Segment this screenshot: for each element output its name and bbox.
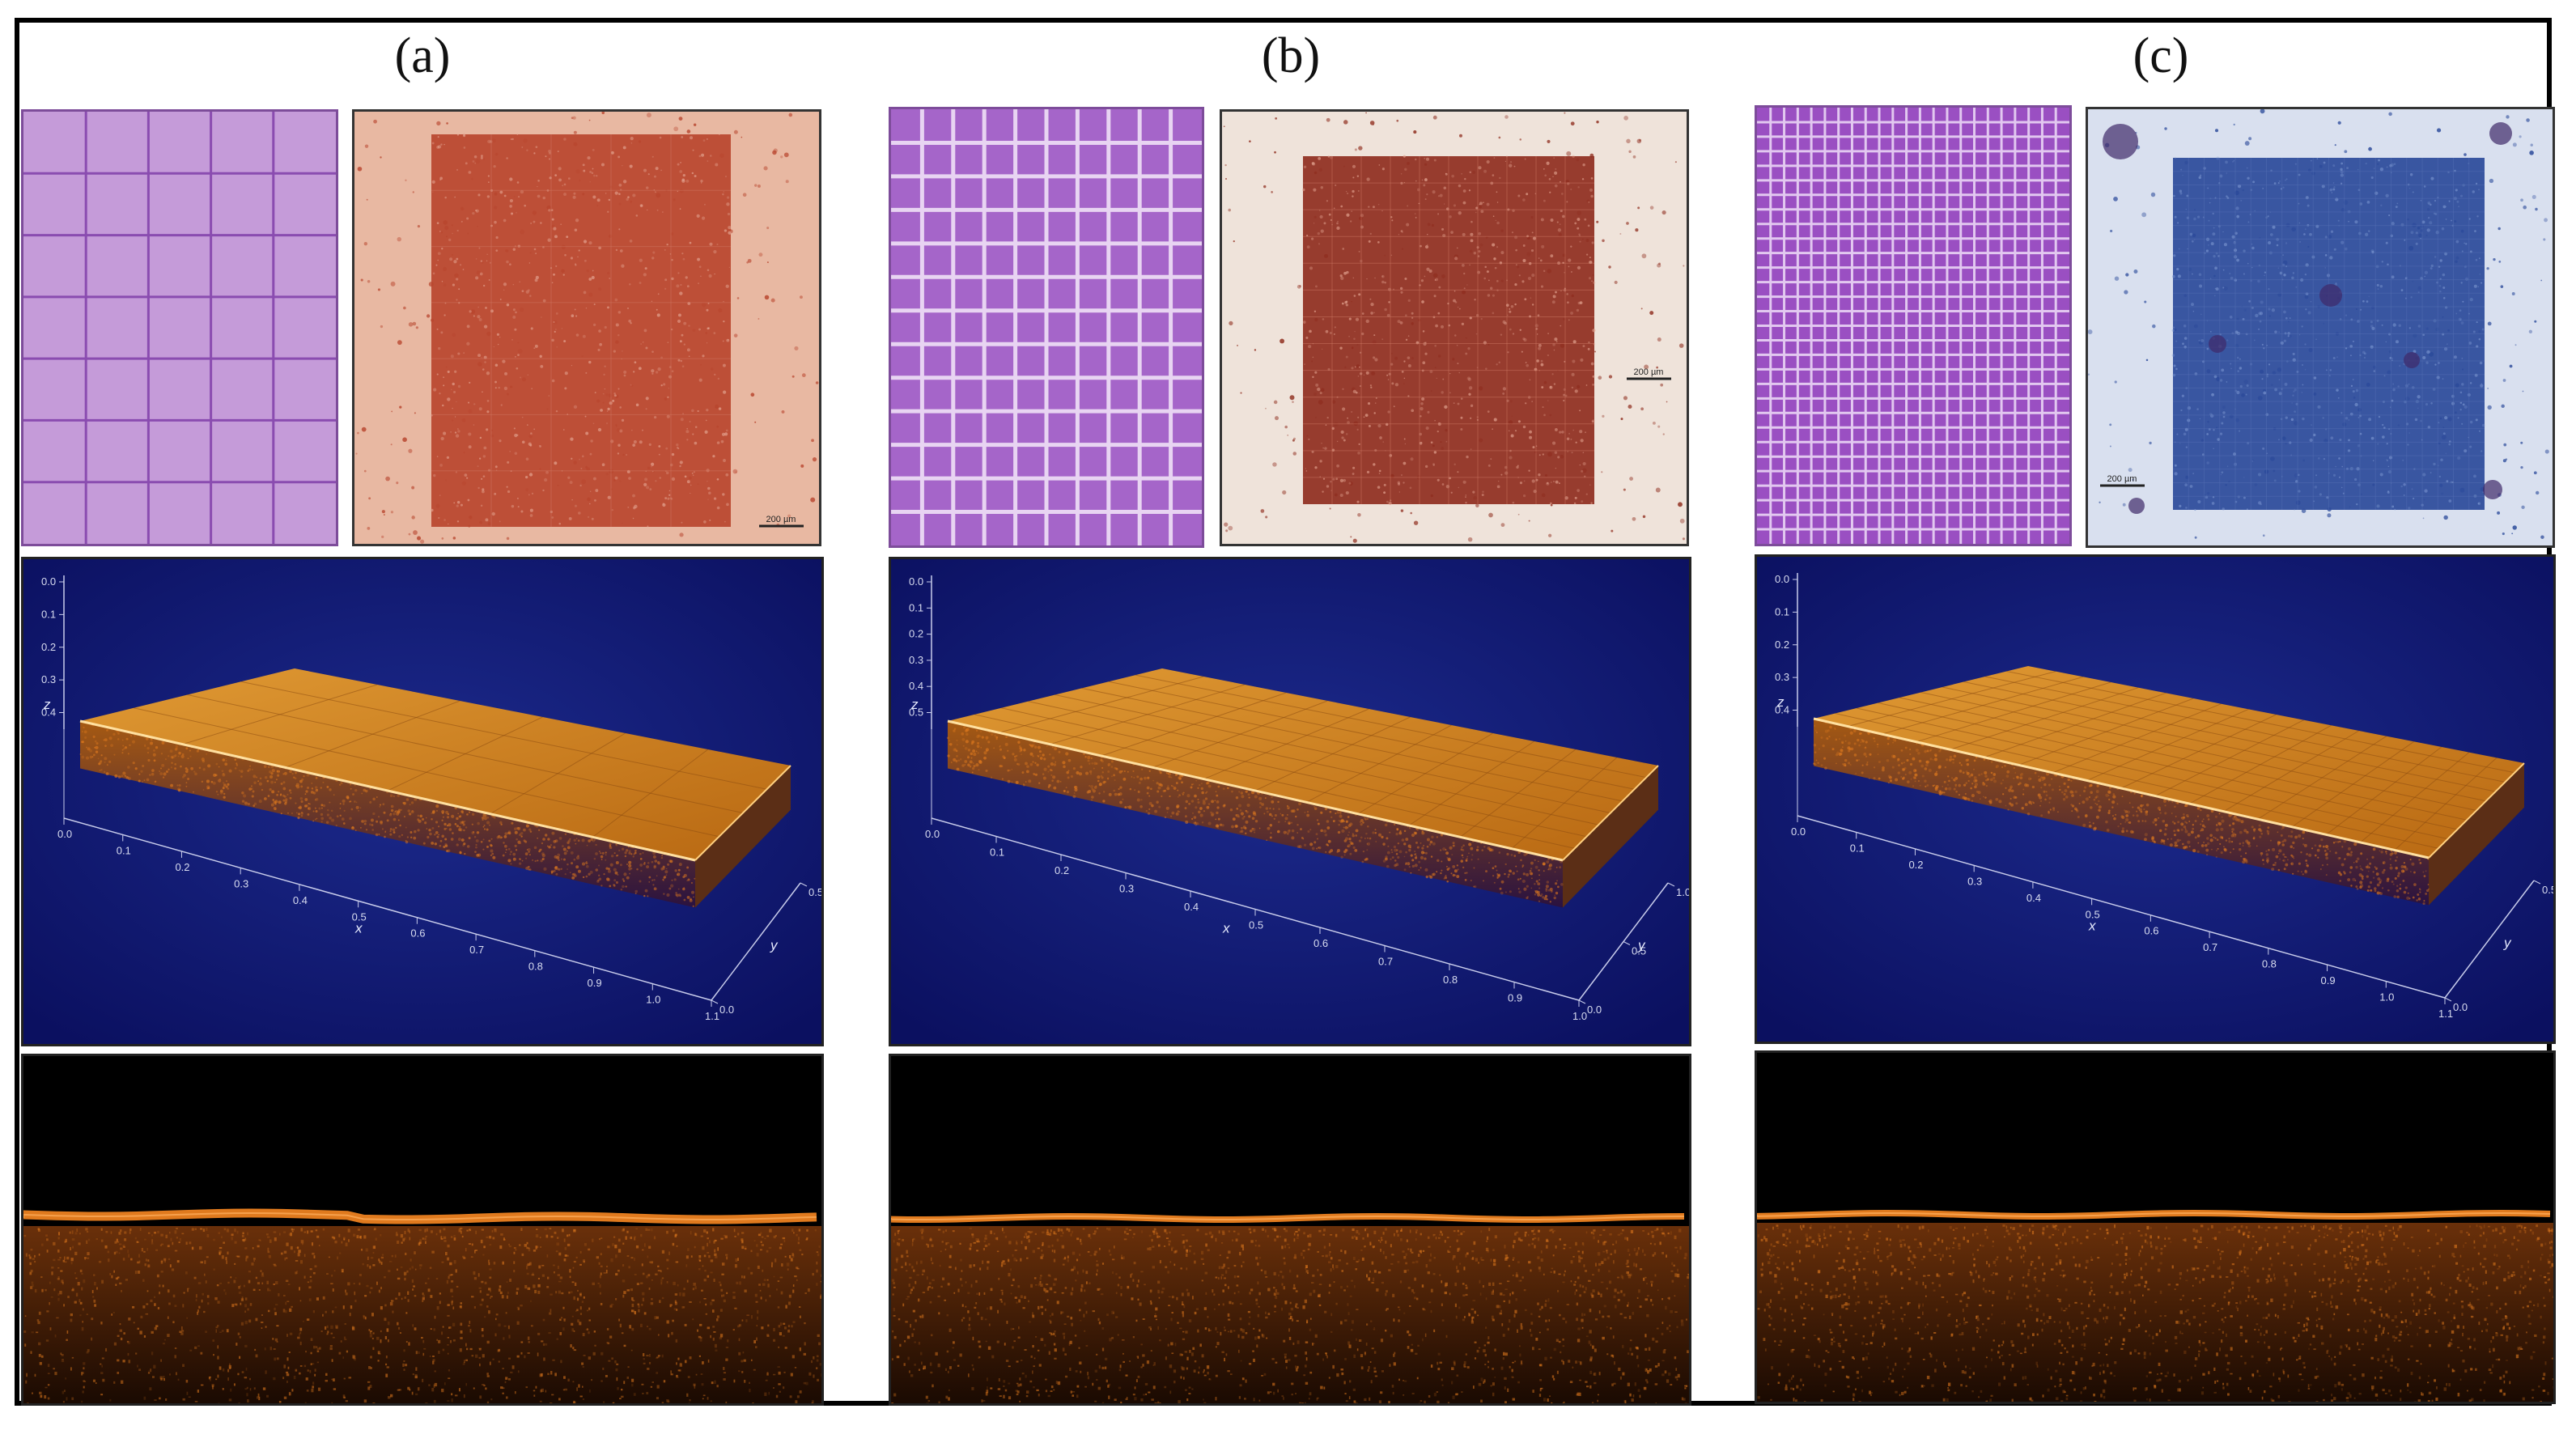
z-tick-label: 0.0 [909,575,923,588]
x-axis-label: x [2088,918,2096,933]
x-tick-label: 0.8 [528,961,543,973]
x-tick-label: 0.9 [588,977,602,989]
x-tick-label: 1.0 [646,994,660,1006]
scale-bar-label: 200 µm [1634,367,1664,377]
z-tick-label: 0.2 [909,628,923,640]
z-tick-label: 0.4 [909,680,923,692]
micrograph-c: 200 µm [2086,107,2555,548]
x-tick-label: 0.4 [1184,901,1199,913]
slab-top-face [1814,666,2524,858]
z-tick-label: 0.4 [1775,704,1789,716]
x-tick-label: 0.3 [1119,883,1134,895]
slab-front-face [80,721,695,908]
micrograph-a: 200 µm [352,109,821,546]
y-tick-label: 1.0 [1676,886,1689,898]
x-tick-label: 0.1 [1850,842,1865,854]
y-axis-label: y [770,938,779,953]
column-label-b: (b) [1261,28,1321,83]
column-label-c: (c) [2133,28,2189,83]
z-tick-label: 0.2 [41,641,56,653]
scale-bar-label: 200 µm [766,515,796,524]
z-tick-label: 0.4 [41,707,56,719]
oct-3d-render-b: 0.0 0.1 0.2 0.3 0.4 0.5 z 0.0 0.1 0.2 0.3 0.4 0.5 0.6… [889,557,1691,1046]
z-tick-label: 0.1 [41,608,56,620]
y-tick-label: 0.0 [2453,1001,2468,1013]
z-tick-label: 0.0 [41,575,56,588]
x-tick-label: 0.3 [1967,875,1982,887]
x-tick-label: 0.7 [1378,956,1393,968]
y-axis-label: y [2503,936,2512,951]
x-tick-label: 0.8 [1443,974,1458,986]
x-tick-label: 0.7 [469,944,484,956]
x-tick-label: 0.6 [1313,937,1328,949]
x-tick-label: 0.0 [57,828,72,840]
x-tick-label: 0.1 [990,847,1004,859]
z-tick-label: 0.3 [1775,671,1789,683]
x-axis-label: x [1222,920,1230,936]
z-tick-label: 0.0 [1775,573,1789,585]
column-label-a: (a) [394,28,451,83]
y-tick-label: 0.0 [1587,1004,1602,1016]
x-tick-label: 0.5 [2086,908,2100,920]
x-tick-label: 0.1 [117,844,131,856]
x-tick-label: 0.2 [1908,859,1923,871]
z-tick-label: 0.2 [1775,639,1789,651]
z-tick-label: 0.1 [1775,605,1789,617]
x-tick-label: 1.1 [705,1010,719,1022]
x-tick-label: 0.2 [175,861,189,873]
x-tick-label: 0.3 [234,877,248,889]
grid-design-a [21,109,338,546]
z-axis-label: z [43,697,51,712]
z-tick-label: 0.3 [909,654,923,666]
slab-right-face [695,766,791,908]
oct-3d-render-c: 0.0 0.1 0.2 0.3 0.4 z 0.0 0.1 0.2 0.3 0.4 0.5 0.6 0.7… [1755,554,2556,1044]
micrograph-b: 200 µm [1220,109,1689,546]
slab-top-face [948,668,1658,860]
tissue-region [1757,1223,2553,1402]
tissue-region [23,1226,821,1403]
z-axis-label: z [1776,694,1785,710]
scaffold-square [1303,156,1594,504]
x-tick-label: 1.0 [1572,1010,1587,1022]
x-tick-label: 0.4 [2026,892,2041,904]
x-tick-label: 0.4 [293,894,308,906]
y-tick-label: 0.5 [2542,884,2553,896]
x-tick-label: 0.6 [410,927,425,940]
y-tick-label: 0.5 [808,886,821,898]
tissue-region [891,1226,1689,1403]
y-axis-label: y [1637,938,1646,953]
oct-3d-render-a: 0.0 0.1 0.2 0.3 0.4 z 0.0 0.1 0.2 0.3 0.4 0.5 0.6 0.7… [21,557,824,1046]
oct-bscan-c [1755,1050,2556,1404]
x-tick-label: 0.2 [1055,864,1069,876]
grid-design-b [889,107,1204,548]
x-tick-label: 0.9 [1508,992,1522,1004]
x-tick-label: 0.9 [2321,974,2336,987]
x-tick-label: 0.7 [2203,941,2217,953]
oct-bscan-b [889,1054,1691,1406]
y-tick-label: 0.0 [719,1004,734,1016]
grid-design-c [1755,105,2072,546]
x-tick-label: 0.6 [2144,925,2158,937]
x-tick-label: 0.8 [2262,958,2277,970]
x-tick-label: 0.5 [1249,919,1263,931]
z-tick-label: 0.1 [909,601,923,613]
slab-top-face [80,668,791,860]
slab-right-face [2429,763,2524,906]
z-tick-label: 0.3 [41,673,56,685]
x-tick-label: 0.0 [1791,825,1806,838]
x-axis-label: x [354,920,363,936]
x-tick-label: 1.0 [2379,991,2394,1004]
oct-bscan-a [21,1054,824,1406]
y-tick-label: 0.5 [1632,945,1646,957]
scaffold-square [2173,158,2485,510]
x-tick-label: 0.5 [352,910,367,923]
scale-bar-label: 200 µm [2107,474,2137,484]
z-tick-label: 0.5 [909,707,923,719]
x-tick-label: 1.1 [2438,1008,2453,1020]
slab-right-face [1563,766,1658,908]
z-axis-label: z [910,697,919,712]
x-tick-label: 0.0 [925,828,940,840]
